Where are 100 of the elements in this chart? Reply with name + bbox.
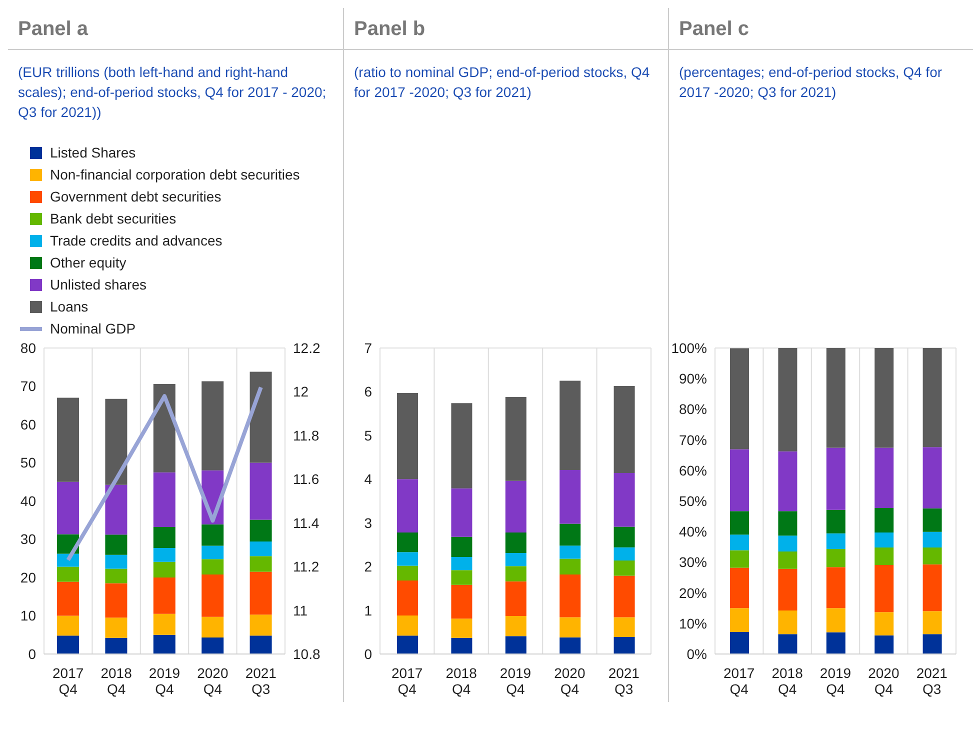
bar bbox=[826, 608, 846, 632]
bar bbox=[826, 448, 846, 510]
bar bbox=[826, 632, 846, 654]
bar bbox=[153, 634, 176, 654]
bar bbox=[922, 348, 942, 448]
bar bbox=[614, 526, 635, 548]
y2-tick-label: 11 bbox=[293, 602, 308, 618]
bar bbox=[397, 636, 418, 654]
bar bbox=[505, 636, 526, 654]
bar bbox=[505, 581, 526, 616]
bar bbox=[922, 634, 942, 654]
y-tick-label: 0 bbox=[364, 646, 372, 662]
bar bbox=[451, 556, 472, 570]
y2-tick-label: 11.6 bbox=[293, 471, 320, 488]
y-tick-label: 10% bbox=[678, 615, 707, 632]
bar bbox=[105, 583, 128, 618]
bar bbox=[202, 381, 224, 470]
bar bbox=[560, 524, 581, 546]
bar bbox=[874, 564, 894, 612]
bar bbox=[778, 348, 798, 452]
bar bbox=[397, 566, 418, 581]
bar bbox=[614, 636, 635, 654]
x-tick-label: 2018 Q4 bbox=[100, 665, 132, 697]
bar bbox=[560, 574, 581, 618]
chart-title: Panel b bbox=[344, 8, 668, 50]
bar bbox=[614, 386, 635, 474]
bar bbox=[874, 532, 894, 548]
bar bbox=[451, 488, 472, 537]
bar bbox=[202, 574, 224, 617]
bar bbox=[202, 546, 224, 560]
bar bbox=[451, 403, 472, 488]
legend-label: Non-financial corporation debt securities bbox=[50, 166, 300, 183]
legend-label: Nominal GDP bbox=[50, 320, 136, 337]
bar bbox=[874, 548, 894, 565]
legend-label: Other equity bbox=[50, 254, 126, 271]
bar bbox=[451, 570, 472, 585]
y-tick-label: 40% bbox=[678, 524, 707, 540]
bar bbox=[105, 484, 128, 535]
bar bbox=[778, 536, 798, 552]
bar bbox=[560, 546, 581, 559]
bar bbox=[505, 553, 526, 566]
y-tick-label: 5 bbox=[364, 427, 372, 444]
bar bbox=[874, 348, 894, 448]
bar bbox=[250, 572, 272, 615]
bar bbox=[250, 636, 272, 654]
bar bbox=[614, 576, 635, 618]
y-tick-label: 90% bbox=[678, 370, 707, 387]
bar bbox=[614, 617, 635, 637]
bar bbox=[730, 568, 749, 608]
legend-label: Unlisted shares bbox=[50, 276, 146, 293]
bar bbox=[57, 398, 79, 482]
bar bbox=[57, 636, 79, 654]
x-tick-label: 2017 Q4 bbox=[52, 665, 84, 697]
y2-tick-label: 11.8 bbox=[293, 427, 320, 444]
bar bbox=[105, 398, 128, 485]
bar bbox=[614, 560, 635, 576]
bar bbox=[826, 510, 846, 534]
x-tick-label: 2019 Q4 bbox=[500, 665, 532, 697]
bar bbox=[105, 554, 128, 569]
bar bbox=[560, 637, 581, 654]
bar bbox=[250, 372, 272, 463]
bar bbox=[730, 511, 749, 535]
bar bbox=[614, 473, 635, 527]
chart-subtitle: (percentages; end-of-period stocks, Q4 for 2017 -2020; Q3 for 2021) bbox=[678, 63, 944, 102]
bar bbox=[57, 616, 79, 636]
x-tick-label: 2021 Q3 bbox=[608, 665, 640, 697]
bar bbox=[451, 536, 472, 557]
y-tick-label: 1 bbox=[364, 602, 372, 618]
bar bbox=[778, 568, 798, 611]
y-tick-label: 4 bbox=[364, 471, 372, 488]
bar bbox=[397, 552, 418, 566]
bar bbox=[826, 533, 846, 550]
legend-label: Bank debt securities bbox=[50, 210, 176, 227]
y-tick-label: 60 bbox=[20, 416, 36, 432]
bar bbox=[250, 556, 272, 572]
y-tick-label: 20 bbox=[20, 569, 36, 586]
bar bbox=[560, 380, 581, 470]
bar bbox=[505, 396, 526, 481]
bar bbox=[730, 632, 749, 654]
y-tick-label: 20% bbox=[678, 584, 707, 601]
bar bbox=[250, 614, 272, 636]
bar bbox=[105, 638, 128, 654]
bar bbox=[922, 447, 942, 508]
bar bbox=[397, 580, 418, 616]
bar bbox=[105, 618, 128, 638]
y-tick-label: 6 bbox=[364, 384, 372, 400]
y-tick-label: 30% bbox=[678, 554, 707, 570]
bar bbox=[778, 610, 798, 634]
bar bbox=[250, 542, 272, 556]
x-tick-label: 2017 Q4 bbox=[724, 665, 755, 697]
chart-subtitle: (ratio to nominal GDP; end-of-period stocks, Q4 for 2017 -2020; Q3 for 2021) bbox=[353, 63, 651, 102]
bar bbox=[778, 451, 798, 512]
y2-tick-label: 11.4 bbox=[293, 514, 320, 531]
bar bbox=[560, 558, 581, 574]
bar bbox=[560, 617, 581, 638]
line-series bbox=[66, 385, 263, 562]
bar bbox=[922, 564, 942, 612]
bar bbox=[874, 635, 894, 654]
bar bbox=[451, 638, 472, 654]
y-tick-label: 3 bbox=[364, 514, 372, 531]
